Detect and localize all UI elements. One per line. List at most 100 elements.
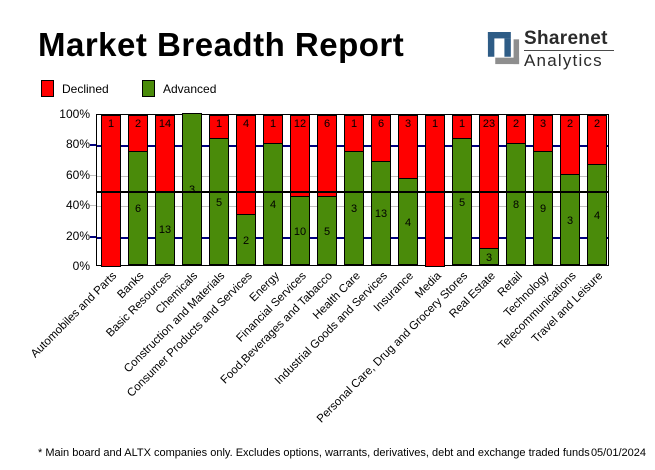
advanced-segment: [398, 178, 418, 265]
logo-mark-blue: [487, 32, 511, 57]
advanced-segment: [452, 138, 472, 265]
bar-group: 1: [425, 115, 445, 267]
advanced-segment: [479, 248, 499, 265]
advanced-swatch-icon: [142, 80, 155, 97]
legend-item-advanced: Advanced: [142, 80, 216, 97]
advanced-segment: [587, 164, 607, 265]
advanced-segment: [506, 143, 526, 265]
declined-count-label: 2: [512, 118, 520, 130]
advanced-segment: [560, 174, 580, 265]
advanced-segment: [317, 196, 337, 265]
declined-count-label: 1: [458, 118, 466, 130]
declined-count-label: 3: [404, 118, 412, 130]
bar-group: 3: [182, 113, 202, 265]
advanced-segment: [290, 196, 310, 265]
advanced-segment: [371, 161, 391, 265]
sharenet-logo: Sharenet Analytics: [487, 29, 617, 70]
advanced-count-label: 5: [458, 197, 466, 209]
logo-divider: [524, 50, 614, 51]
declined-count-label: 2: [566, 118, 574, 130]
y-axis-tick-label: 20%: [65, 229, 90, 243]
bar-group: 6 13: [371, 115, 391, 265]
advanced-segment: [209, 138, 229, 265]
declined-count-label: 6: [323, 118, 331, 130]
advanced-segment: [344, 151, 364, 265]
declined-count-label: 4: [242, 118, 250, 130]
midline-50pct: [97, 191, 608, 193]
report-date: 05/01/2024: [590, 447, 646, 459]
legend-label-advanced: Advanced: [163, 81, 217, 96]
bar-group: 1: [101, 115, 121, 267]
declined-count-label: 14: [158, 118, 172, 130]
bar-group: 23 3: [479, 115, 499, 265]
advanced-count-label: 4: [269, 199, 277, 211]
footnote: * Main board and ALTX companies only. Ex…: [38, 447, 590, 459]
x-axis-label: Automobiles and Parts: [29, 270, 120, 361]
legend-item-declined: Declined: [41, 80, 109, 97]
advanced-segment: [128, 151, 148, 265]
declined-count-label: 6: [377, 118, 385, 130]
page-title: Market Breadth Report: [38, 26, 405, 63]
advanced-count-label: 3: [188, 184, 196, 196]
advanced-count-label: 3: [350, 203, 358, 215]
logo-subname: Analytics: [524, 51, 603, 70]
y-axis-tick-label: 40%: [65, 198, 90, 212]
advanced-count-label: 4: [404, 217, 412, 229]
advanced-segment: [236, 214, 256, 265]
advanced-segment: [533, 151, 553, 265]
sharenet-logo-icon: [487, 32, 520, 65]
declined-count-label: 1: [107, 118, 115, 130]
declined-count-label: 2: [134, 118, 142, 130]
declined-segment: [479, 115, 499, 250]
advanced-count-label: 3: [485, 252, 493, 264]
advanced-count-label: 9: [539, 203, 547, 215]
advanced-count-label: 5: [215, 197, 223, 209]
logo-mark-gray: [495, 39, 520, 65]
declined-count-label: 23: [482, 118, 496, 130]
y-axis-tick-label: 80%: [65, 137, 90, 151]
declined-count-label: 12: [293, 118, 307, 130]
logo-name: Sharenet: [524, 28, 608, 49]
y-axis-tick-mark: [90, 236, 96, 238]
declined-count-label: 1: [431, 118, 439, 130]
advanced-count-label: 2: [242, 235, 250, 247]
legend-label-declined: Declined: [62, 81, 109, 96]
advanced-segment: [182, 113, 202, 265]
y-axis-tick-label: 60%: [65, 168, 90, 182]
advanced-count-label: 5: [323, 226, 331, 238]
declined-count-label: 1: [215, 118, 223, 130]
advanced-count-label: 4: [593, 210, 601, 222]
advanced-count-label: 6: [134, 203, 142, 215]
logo-text: Sharenet Analytics: [524, 29, 616, 70]
advanced-count-label: 13: [158, 224, 172, 236]
declined-count-label: 2: [593, 118, 601, 130]
advanced-count-label: 10: [293, 226, 307, 238]
declined-count-label: 1: [350, 118, 358, 130]
declined-count-label: 1: [269, 118, 277, 130]
advanced-count-label: 3: [566, 215, 574, 227]
plot-area: 1 2 6 14 13 3 1 5 4 2 1 4 12 10 6 5 1 3 6 13 3 4 1 1 5 23 3 2 8 3 9 2 3 2…: [96, 113, 609, 267]
y-axis-tick-mark: [90, 205, 96, 206]
y-axis-tick-mark: [90, 175, 96, 176]
declined-count-label: 3: [539, 118, 547, 130]
bar-group: 14 13: [155, 115, 175, 265]
y-axis-tick-label: 0%: [72, 259, 90, 273]
declined-swatch-icon: [41, 80, 54, 97]
y-axis-tick-mark: [90, 144, 96, 146]
advanced-segment: [263, 143, 283, 265]
advanced-count-label: 8: [512, 199, 520, 211]
bar-group: 12 10: [290, 115, 310, 265]
